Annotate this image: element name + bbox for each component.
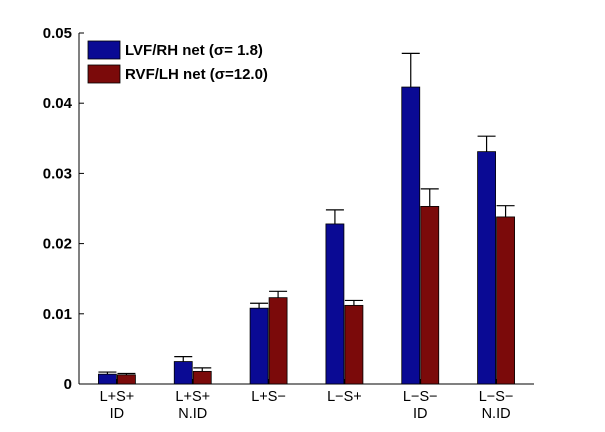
x-category-label: L−S− xyxy=(479,389,514,405)
y-tick-label: 0.05 xyxy=(43,25,72,42)
y-tick-label: 0.02 xyxy=(43,236,72,253)
bar xyxy=(344,304,364,385)
legend-label: RVF/LH net (σ=12.0) xyxy=(125,66,268,83)
y-tick-label: 0.04 xyxy=(43,95,73,112)
legend-swatch xyxy=(87,64,121,84)
x-category-label: N.ID xyxy=(178,406,207,422)
y-tick-label: 0 xyxy=(64,376,72,393)
y-tick-label: 0.03 xyxy=(43,165,72,182)
x-category-label: L+S− xyxy=(251,389,286,405)
x-category-label: N.ID xyxy=(482,406,511,422)
bar xyxy=(98,373,117,385)
bar xyxy=(477,151,496,385)
bar xyxy=(173,361,193,385)
y-tick-label: 0.01 xyxy=(43,306,72,323)
chart-bars xyxy=(98,52,515,385)
bar xyxy=(401,86,421,385)
x-category-label: ID xyxy=(413,406,428,422)
bar xyxy=(496,216,515,385)
bar xyxy=(325,223,345,385)
x-category-label: L−S− xyxy=(403,389,438,405)
x-category-label: L−S+ xyxy=(327,389,362,405)
legend-swatch xyxy=(87,40,121,60)
chart-axes xyxy=(78,32,534,385)
bar xyxy=(249,307,269,385)
bar xyxy=(268,297,288,385)
bar xyxy=(192,370,212,385)
bar xyxy=(420,205,440,385)
x-axis-labels: L+S+IDL+S+N.IDL+S− L−S+ L−S−IDL−S−N.ID xyxy=(100,389,514,422)
x-category-label: ID xyxy=(110,406,125,422)
chart-legend: LVF/RH net (σ= 1.8) RVF/LH net (σ=12.0) xyxy=(87,40,268,84)
x-category-label: L+S+ xyxy=(175,389,210,405)
bar xyxy=(117,374,136,385)
legend-label: LVF/RH net (σ= 1.8) xyxy=(125,42,263,59)
x-category-label: L+S+ xyxy=(100,389,135,405)
y-axis-labels: 0 0.01 0.02 0.03 0.04 0.05 xyxy=(43,25,73,393)
